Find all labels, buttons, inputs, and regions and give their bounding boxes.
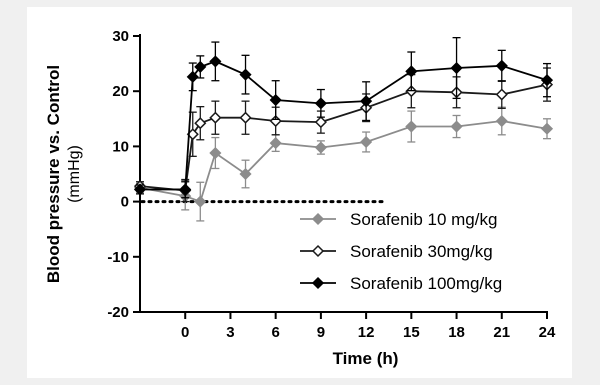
- y-axis-unit: (mmHg): [66, 145, 83, 203]
- x-tick-label: 0: [181, 324, 189, 341]
- legend: Sorafenib 10 mg/kg Sorafenib 30mg/kg Soraf…: [300, 210, 502, 293]
- y-tick-label: -10: [107, 249, 129, 266]
- y-tick-label: 20: [112, 83, 129, 100]
- chart-panel: [27, 7, 572, 378]
- data-point: [209, 146, 222, 160]
- data-point: [540, 122, 554, 135]
- data-point: [239, 111, 252, 124]
- data-point: [405, 120, 418, 133]
- x-tick-label: 3: [226, 324, 234, 341]
- data-point: [360, 95, 373, 108]
- data-point: [194, 195, 207, 208]
- y-tick-label: -20: [107, 304, 129, 321]
- data-point: [450, 61, 463, 75]
- legend-marker: [311, 276, 325, 290]
- data-point: [209, 55, 222, 68]
- data-point: [239, 167, 252, 181]
- x-tick-label: 15: [403, 324, 420, 341]
- y-tick-label: 30: [112, 28, 129, 45]
- series-line: [139, 83, 548, 192]
- y-tick-label: 10: [112, 138, 129, 155]
- data-point: [314, 116, 327, 129]
- data-point: [360, 135, 373, 149]
- data-point: [194, 60, 207, 73]
- data-point: [179, 183, 192, 196]
- x-tick-label: 24: [539, 324, 556, 341]
- data-point: [209, 111, 222, 124]
- data-point: [133, 183, 147, 196]
- series-2: [133, 67, 554, 203]
- series-1: [133, 106, 554, 222]
- data-point: [450, 120, 463, 133]
- y-axis-title: Blood pressure vs. Control: [44, 65, 63, 283]
- y-tick-label: 0: [121, 194, 129, 211]
- x-tick-label: 18: [448, 324, 465, 341]
- legend-label: Sorafenib 10 mg/kg: [350, 210, 497, 229]
- x-axis-title: Time (h): [333, 349, 399, 368]
- data-point: [239, 68, 252, 81]
- x-tick-label: 12: [358, 324, 375, 341]
- data-point: [495, 114, 508, 128]
- x-tick-label: 9: [317, 324, 325, 341]
- legend-label: Sorafenib 30mg/kg: [350, 242, 493, 261]
- data-point: [314, 141, 327, 154]
- data-point: [540, 74, 554, 87]
- data-point: [314, 97, 327, 110]
- data-point: [405, 65, 418, 78]
- data-point: [194, 117, 207, 130]
- data-point: [269, 137, 282, 150]
- legend-marker: [311, 212, 325, 226]
- legend-marker: [311, 244, 325, 258]
- data-point: [495, 88, 508, 101]
- series-line: [139, 120, 548, 203]
- data-point: [495, 59, 508, 72]
- data-point: [269, 93, 282, 107]
- data-point: [186, 70, 199, 83]
- legend-label: Sorafenib 100mg/kg: [350, 274, 502, 293]
- x-tick-label: 21: [493, 324, 510, 341]
- series-3: [133, 37, 554, 199]
- x-tick-label: 6: [271, 324, 279, 341]
